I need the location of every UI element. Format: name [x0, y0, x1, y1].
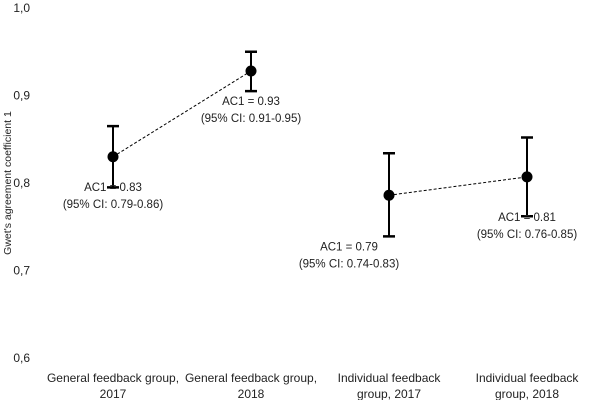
- y-tick-label: 0,8: [13, 176, 30, 190]
- x-category-label: group, 2018: [495, 387, 559, 400]
- annotation-ac1: AC1 = 0.79: [320, 241, 378, 253]
- data-point: [383, 189, 395, 201]
- x-category-label: group, 2017: [357, 387, 421, 400]
- y-tick-label: 1,0: [13, 1, 30, 15]
- data-point: [245, 65, 257, 77]
- annotation-ac1: AC1 = 0.83: [84, 182, 142, 194]
- data-annotations: AC1 = 0.83 (95% CI: 0.79-0.86) AC1 = 0.93 (…: [63, 96, 578, 270]
- data-point: [521, 171, 533, 183]
- y-tick-label: 0,6: [13, 351, 30, 365]
- data-point: [107, 151, 119, 163]
- y-tick-label: 0,7: [13, 264, 30, 278]
- x-category-label: Individual feedback: [476, 371, 580, 385]
- error-bars: [107, 50, 533, 238]
- x-category-label: 2018: [238, 387, 265, 400]
- x-category-label: Individual feedback: [338, 371, 442, 385]
- x-axis-categories: General feedback group, 2017 General feedb…: [47, 371, 579, 400]
- x-category-label: 2017: [100, 387, 127, 400]
- annotation-ci: (95% CI: 0.79-0.86): [63, 199, 164, 211]
- connector-lines: [112, 70, 528, 196]
- x-category-label: General feedback group,: [47, 371, 179, 385]
- data-points: [107, 65, 533, 201]
- annotation-ci: (95% CI: 0.74-0.83): [299, 258, 400, 270]
- x-category-label: General feedback group,: [185, 371, 317, 385]
- annotation-ac1: AC1 = 0.93: [222, 96, 280, 108]
- y-tick-label: 0,9: [13, 89, 30, 103]
- y-axis-title: Gwet's agreement coefficient 1: [2, 111, 14, 255]
- connector-line: [388, 176, 528, 196]
- y-axis-ticks: 0,6 0,7 0,8 0,9 1,0: [13, 1, 30, 365]
- annotation-ci: (95% CI: 0.76-0.85): [477, 229, 578, 241]
- annotation-ac1: AC1 = 0.81: [498, 212, 556, 224]
- annotation-ci: (95% CI: 0.91-0.95): [201, 113, 302, 125]
- connector-line: [112, 70, 252, 158]
